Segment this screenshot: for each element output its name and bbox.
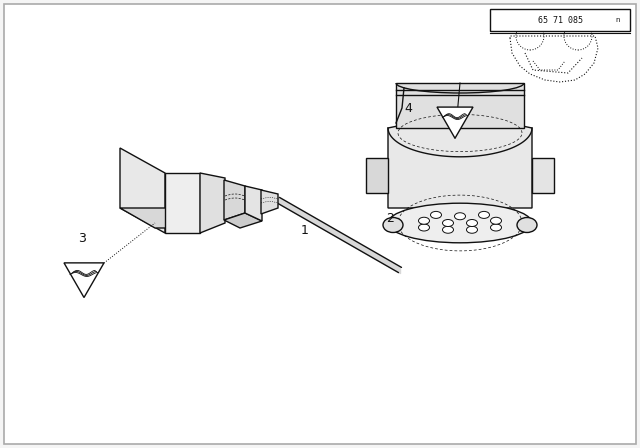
Ellipse shape: [431, 211, 442, 218]
Polygon shape: [200, 173, 225, 233]
Polygon shape: [366, 158, 388, 193]
Ellipse shape: [383, 217, 403, 233]
Ellipse shape: [467, 226, 477, 233]
Text: 3: 3: [78, 232, 86, 245]
Ellipse shape: [419, 217, 429, 224]
Ellipse shape: [479, 211, 490, 218]
Ellipse shape: [442, 220, 454, 227]
Ellipse shape: [388, 203, 532, 243]
Polygon shape: [510, 36, 598, 82]
Polygon shape: [396, 83, 524, 128]
Text: 2: 2: [386, 211, 394, 224]
Polygon shape: [165, 173, 200, 233]
Text: n: n: [616, 17, 620, 23]
Polygon shape: [437, 107, 473, 138]
Polygon shape: [388, 113, 532, 208]
FancyBboxPatch shape: [4, 4, 636, 444]
Ellipse shape: [490, 224, 502, 231]
Polygon shape: [224, 213, 262, 228]
Text: 65 71 085: 65 71 085: [538, 16, 582, 25]
Text: 1: 1: [301, 224, 309, 237]
Polygon shape: [64, 263, 104, 297]
Polygon shape: [120, 148, 165, 233]
Ellipse shape: [490, 217, 502, 224]
Text: 4: 4: [404, 102, 412, 115]
Ellipse shape: [517, 217, 537, 233]
Polygon shape: [261, 190, 278, 214]
Ellipse shape: [442, 226, 454, 233]
Ellipse shape: [454, 213, 465, 220]
Polygon shape: [532, 158, 554, 193]
Polygon shape: [245, 186, 262, 221]
Polygon shape: [120, 208, 200, 228]
Ellipse shape: [419, 224, 429, 231]
Polygon shape: [224, 180, 245, 220]
FancyBboxPatch shape: [490, 9, 630, 31]
Ellipse shape: [467, 220, 477, 227]
